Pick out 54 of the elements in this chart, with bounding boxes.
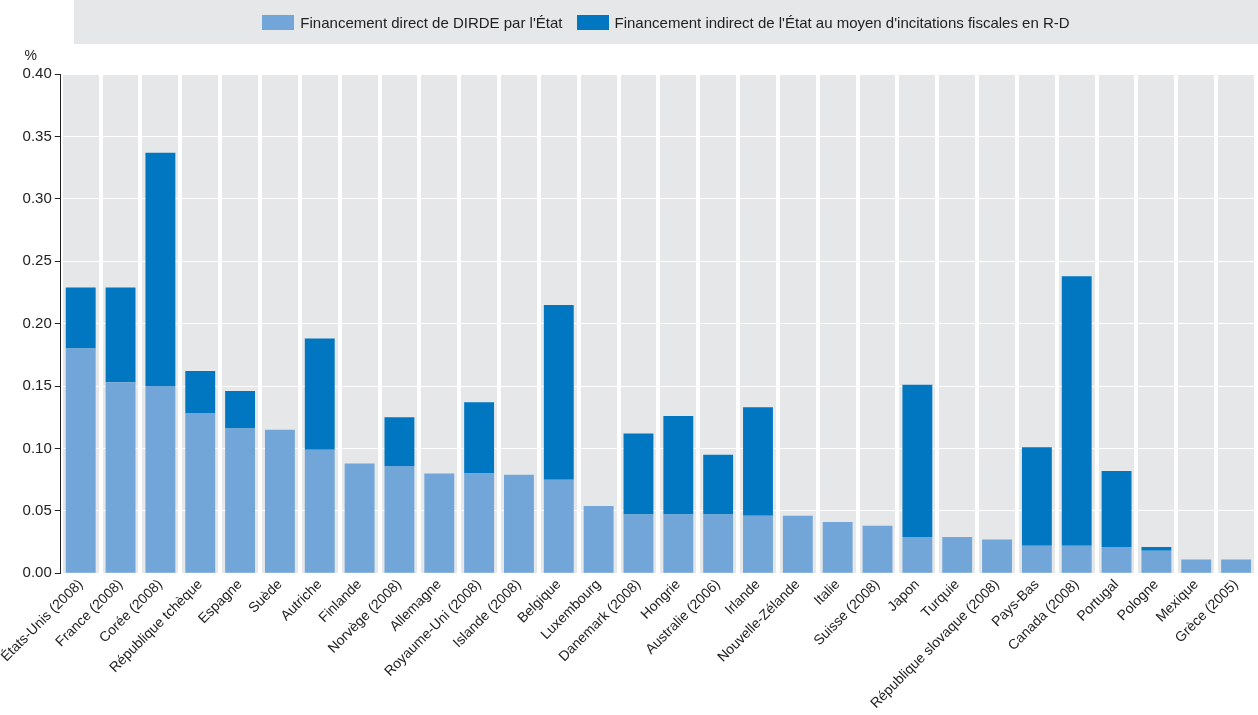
bar xyxy=(822,522,853,573)
bar xyxy=(1101,470,1132,548)
bar xyxy=(504,474,534,573)
legend-label: Financement indirect de l'État au moyen d'incitations fiscales en R-D xyxy=(614,13,1070,31)
bar xyxy=(1141,550,1172,573)
bar xyxy=(1021,447,1052,546)
bar xyxy=(663,514,694,573)
bar xyxy=(304,338,335,450)
bar xyxy=(424,473,455,573)
bar xyxy=(1021,545,1052,573)
bar xyxy=(1061,545,1092,573)
bar xyxy=(384,465,415,573)
bar xyxy=(743,515,773,573)
bar xyxy=(304,449,335,573)
legend-label: Financement direct de DIRDE par l'État xyxy=(300,13,563,31)
bar xyxy=(344,463,375,573)
bar xyxy=(623,514,654,573)
bar xyxy=(185,371,216,414)
y-tick-label: 0.05 xyxy=(22,501,52,519)
bar xyxy=(1141,547,1172,551)
y-tick-label: 0.20 xyxy=(22,313,52,331)
bar xyxy=(583,505,614,573)
bar xyxy=(105,287,136,383)
y-tick-label: 0.30 xyxy=(22,188,52,206)
y-tick-label: 0.10 xyxy=(22,438,52,456)
y-tick-label: 0.40 xyxy=(22,64,52,82)
bar xyxy=(384,417,415,466)
y-tick-label: 0.15 xyxy=(22,376,52,394)
bar xyxy=(464,402,495,474)
bar xyxy=(464,473,495,573)
y-tick-label: 0.35 xyxy=(22,126,52,144)
y-tick-label: 0.25 xyxy=(22,251,52,269)
y-axis-title: % xyxy=(24,47,38,63)
bar xyxy=(225,391,256,429)
bar xyxy=(543,479,574,573)
y-tick-label: 0.00 xyxy=(22,563,52,581)
bar xyxy=(782,515,813,573)
bar xyxy=(862,525,893,573)
bar xyxy=(65,287,96,349)
bar xyxy=(225,428,256,573)
bar xyxy=(902,537,933,573)
bar xyxy=(942,537,973,573)
bar xyxy=(1181,559,1212,573)
bar xyxy=(1101,547,1132,573)
bar xyxy=(185,413,216,573)
bar xyxy=(902,384,933,538)
bar xyxy=(663,416,694,515)
bar xyxy=(703,454,734,515)
bar xyxy=(264,429,295,573)
bar xyxy=(982,539,1012,573)
bar xyxy=(1221,559,1252,573)
bar xyxy=(623,433,654,515)
bar xyxy=(703,514,734,573)
bar xyxy=(743,407,773,516)
